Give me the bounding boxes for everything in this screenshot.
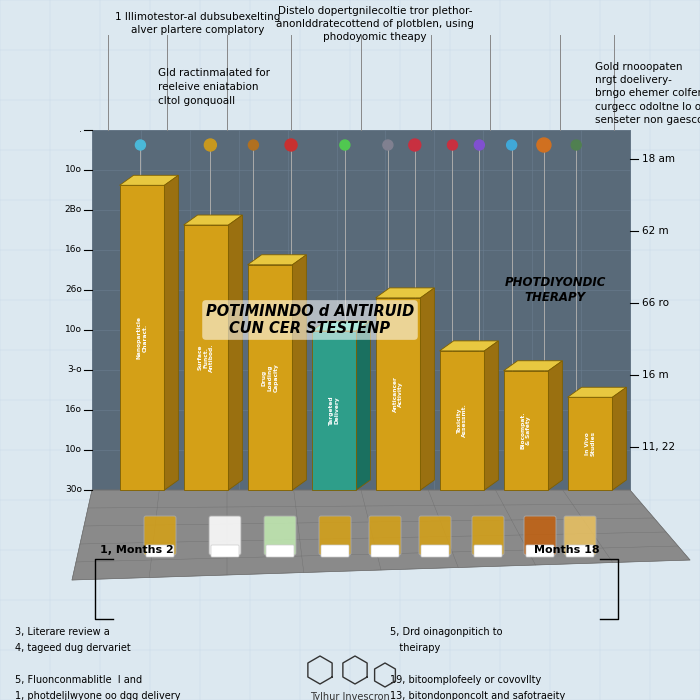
Circle shape [383,140,393,150]
Polygon shape [548,360,562,490]
FancyBboxPatch shape [524,516,556,555]
Circle shape [537,138,551,152]
Polygon shape [356,321,370,490]
Text: 11, 22: 11, 22 [642,442,675,452]
FancyBboxPatch shape [526,545,554,557]
Polygon shape [376,288,435,298]
Text: Nanoparticle
Charact.: Nanoparticle Charact. [136,316,148,359]
Text: 5, Fluonconmablitle  l and: 5, Fluonconmablitle l and [15,675,142,685]
Text: Toxicity
Assessmt.: Toxicity Assessmt. [456,404,468,438]
Polygon shape [120,186,164,490]
Circle shape [507,140,517,150]
Polygon shape [503,360,562,371]
Polygon shape [440,351,484,490]
Polygon shape [376,298,421,490]
Text: 26o: 26o [65,286,82,295]
Text: 19, bitoomplofeely or covovllty: 19, bitoomplofeely or covovllty [390,675,541,685]
FancyBboxPatch shape [371,545,399,557]
Circle shape [204,139,216,151]
FancyBboxPatch shape [369,516,401,555]
Polygon shape [120,175,178,186]
FancyBboxPatch shape [472,516,504,555]
FancyBboxPatch shape [564,516,596,555]
Text: 10o: 10o [65,165,82,174]
Circle shape [409,139,421,151]
Polygon shape [421,288,435,490]
Polygon shape [293,255,307,490]
Polygon shape [183,225,228,490]
Polygon shape [440,341,498,351]
Polygon shape [72,490,690,580]
Text: 1, photdeljlwyone oo dgg delivery: 1, photdeljlwyone oo dgg delivery [15,691,181,700]
Circle shape [135,140,146,150]
Text: 3-o: 3-o [67,365,82,375]
FancyBboxPatch shape [264,516,296,555]
Text: PHOTDIYONDIC
THERAPY: PHOTDIYONDIC THERAPY [504,276,606,304]
Text: In Vivo
Studies: In Vivo Studies [584,431,596,456]
Text: 5, Drd oinagonpitich to: 5, Drd oinagonpitich to [390,627,503,637]
Polygon shape [228,215,242,490]
Polygon shape [248,265,293,490]
Text: 30o: 30o [65,486,82,494]
Text: 10o: 10o [65,445,82,454]
FancyBboxPatch shape [419,516,451,555]
Circle shape [571,140,581,150]
Text: Targeted
Delivery: Targeted Delivery [328,395,339,426]
Text: 10o: 10o [65,326,82,335]
Text: 1, Months 2: 1, Months 2 [100,545,174,555]
FancyBboxPatch shape [421,545,449,557]
Polygon shape [484,341,498,490]
FancyBboxPatch shape [566,545,594,557]
Text: Months 18: Months 18 [534,545,600,555]
Polygon shape [312,331,356,490]
Text: Tylhur Invescron: Tylhur Invescron [310,692,390,700]
Text: Gold rnooopaten
nrgt doelivery-
brngo ehemer colfen
curgecc odoltne lo on
senset: Gold rnooopaten nrgt doelivery- brngo eh… [595,62,700,125]
Text: theirapy: theirapy [390,643,440,653]
Text: Surface
Funct.
Antibod.: Surface Funct. Antibod. [197,343,214,372]
Text: 66 ro: 66 ro [642,298,669,308]
Circle shape [285,139,297,151]
FancyBboxPatch shape [144,516,176,555]
Text: 16o: 16o [65,405,82,414]
Text: 2Bo: 2Bo [64,206,82,214]
Text: 16o: 16o [65,246,82,255]
Polygon shape [92,130,630,490]
FancyBboxPatch shape [266,545,294,557]
Text: Distelo dopertgnilecoltie tror plethor-
anonlddratecottend of plotblen, using
ph: Distelo dopertgnilecoltie tror plethor- … [276,6,474,43]
Text: 4, tageed dug dervariet: 4, tageed dug dervariet [15,643,131,653]
FancyBboxPatch shape [211,545,239,557]
Text: POTIMINNDO d ANTIRUID
CUN CER STESTENP: POTIMINNDO d ANTIRUID CUN CER STESTENP [206,304,414,336]
Text: .: . [79,125,82,134]
Circle shape [447,140,458,150]
Polygon shape [248,255,307,265]
Text: Gld ractinmalated for
reeleive eniatabion
cltol gonquoall: Gld ractinmalated for reeleive eniatabio… [158,68,270,106]
Text: Biocompat.
& Safety: Biocompat. & Safety [521,412,531,449]
FancyBboxPatch shape [319,516,351,555]
Polygon shape [568,398,612,490]
Polygon shape [312,321,370,331]
Polygon shape [164,175,178,490]
Text: Drug
Loading
Capacity: Drug Loading Capacity [262,363,279,392]
Text: 18 am: 18 am [642,154,675,164]
Text: 62 m: 62 m [642,226,668,236]
Circle shape [248,140,258,150]
Text: 13, bitondonponcolt and safotraeity: 13, bitondonponcolt and safotraeity [390,691,566,700]
FancyBboxPatch shape [474,545,502,557]
FancyBboxPatch shape [321,545,349,557]
Text: Anticancer
Activity: Anticancer Activity [393,376,403,412]
Polygon shape [612,387,626,490]
Polygon shape [503,371,548,490]
FancyBboxPatch shape [209,516,241,555]
Polygon shape [568,387,626,398]
Text: 1 lllimotestor-al dubsubexelting
alver plartere complatory: 1 lllimotestor-al dubsubexelting alver p… [116,12,281,35]
FancyBboxPatch shape [146,545,174,557]
Text: 16 m: 16 m [642,370,668,380]
Text: 3, Literare review a: 3, Literare review a [15,627,110,637]
Polygon shape [183,215,242,225]
Circle shape [475,140,484,150]
Circle shape [340,140,350,150]
